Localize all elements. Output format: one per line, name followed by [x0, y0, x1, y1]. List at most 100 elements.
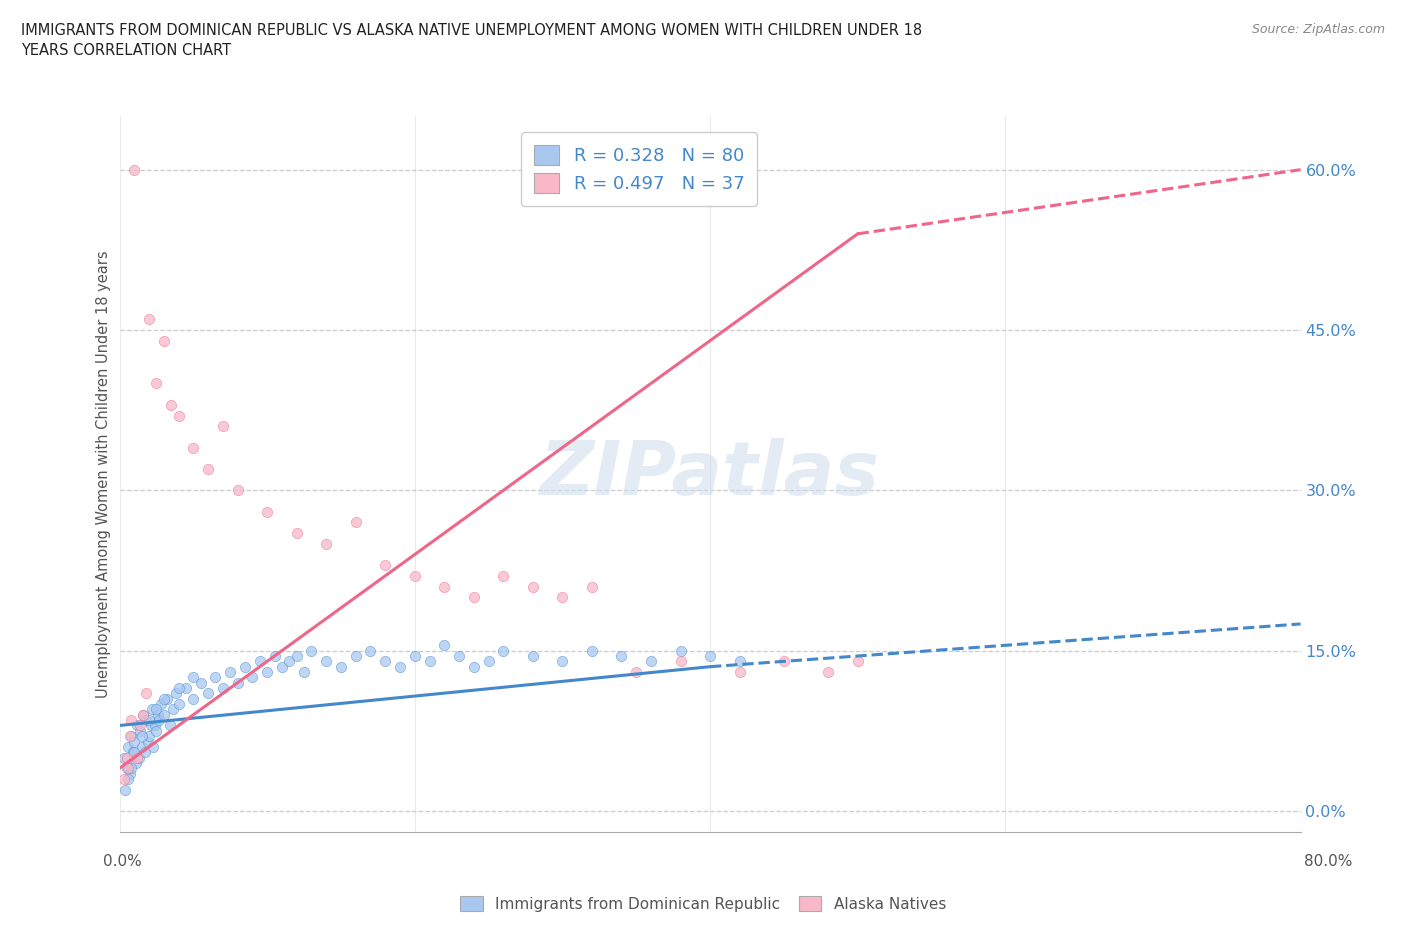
Point	[135, 686, 157, 701]
Point	[263, 648, 285, 663]
Point	[183, 440, 205, 455]
Point	[138, 712, 160, 727]
Point	[315, 654, 337, 669]
Point	[433, 579, 456, 594]
Point	[285, 525, 308, 540]
Point	[132, 708, 155, 723]
Point	[124, 734, 146, 749]
Point	[153, 691, 174, 706]
Point	[167, 681, 190, 696]
Legend: Immigrants from Dominican Republic, Alaska Natives: Immigrants from Dominican Republic, Alas…	[454, 889, 952, 918]
Point	[115, 751, 138, 765]
Point	[190, 675, 212, 690]
Point	[167, 697, 190, 711]
Point	[610, 648, 633, 663]
Point	[626, 665, 648, 680]
Text: IMMIGRANTS FROM DOMINICAN REPUBLIC VS ALASKA NATIVE UNEMPLOYMENT AMONG WOMEN WIT: IMMIGRANTS FROM DOMINICAN REPUBLIC VS AL…	[21, 23, 922, 58]
Point	[728, 654, 751, 669]
Point	[162, 702, 184, 717]
Point	[145, 724, 167, 738]
Point	[112, 751, 135, 765]
Point	[146, 708, 169, 723]
Point	[112, 772, 135, 787]
Point	[226, 675, 249, 690]
Point	[167, 408, 190, 423]
Point	[117, 772, 139, 787]
Point	[242, 670, 264, 684]
Point	[132, 708, 155, 723]
Point	[134, 745, 156, 760]
Point	[447, 648, 470, 663]
Point	[138, 729, 160, 744]
Point	[404, 568, 426, 583]
Point	[477, 654, 501, 669]
Point	[581, 579, 603, 594]
Point	[315, 537, 337, 551]
Point	[329, 659, 352, 674]
Text: Source: ZipAtlas.com: Source: ZipAtlas.com	[1251, 23, 1385, 36]
Point	[174, 681, 197, 696]
Point	[138, 312, 160, 326]
Point	[121, 745, 143, 760]
Point	[278, 654, 301, 669]
Point	[156, 691, 179, 706]
Point	[669, 654, 692, 669]
Point	[270, 659, 294, 674]
Point	[197, 686, 219, 701]
Point	[128, 751, 150, 765]
Y-axis label: Unemployment Among Women with Children Under 18 years: Unemployment Among Women with Children U…	[96, 250, 111, 698]
Point	[125, 755, 148, 770]
Point	[204, 670, 226, 684]
Point	[120, 761, 142, 776]
Point	[153, 708, 174, 723]
Point	[127, 718, 149, 733]
Point	[145, 702, 167, 717]
Point	[301, 644, 323, 658]
Text: 0.0%: 0.0%	[103, 854, 142, 869]
Point	[131, 729, 153, 744]
Point	[256, 665, 278, 680]
Point	[143, 718, 166, 733]
Point	[551, 654, 574, 669]
Point	[115, 761, 138, 776]
Point	[197, 461, 219, 476]
Text: ZIPatlas: ZIPatlas	[540, 438, 880, 511]
Point	[419, 654, 441, 669]
Point	[142, 739, 165, 754]
Point	[226, 483, 249, 498]
Point	[129, 718, 152, 733]
Point	[404, 648, 426, 663]
Point	[492, 644, 515, 658]
Point	[233, 659, 256, 674]
Point	[149, 697, 172, 711]
Point	[120, 712, 142, 727]
Point	[846, 654, 869, 669]
Point	[463, 659, 485, 674]
Point	[374, 558, 396, 573]
Legend: R = 0.328   N = 80, R = 0.497   N = 37: R = 0.328 N = 80, R = 0.497 N = 37	[522, 132, 756, 206]
Point	[344, 515, 367, 530]
Point	[120, 729, 142, 744]
Point	[292, 665, 315, 680]
Point	[165, 686, 187, 701]
Point	[141, 702, 163, 717]
Point	[492, 568, 515, 583]
Point	[728, 665, 751, 680]
Point	[124, 162, 146, 177]
Point	[127, 751, 149, 765]
Point	[114, 782, 136, 797]
Point	[581, 644, 603, 658]
Point	[817, 665, 839, 680]
Point	[374, 654, 396, 669]
Point	[463, 590, 485, 604]
Point	[522, 579, 544, 594]
Point	[183, 670, 205, 684]
Point	[135, 712, 157, 727]
Point	[117, 761, 139, 776]
Point	[211, 681, 233, 696]
Point	[773, 654, 796, 669]
Point	[551, 590, 574, 604]
Point	[131, 739, 153, 754]
Point	[139, 718, 162, 733]
Point	[669, 644, 692, 658]
